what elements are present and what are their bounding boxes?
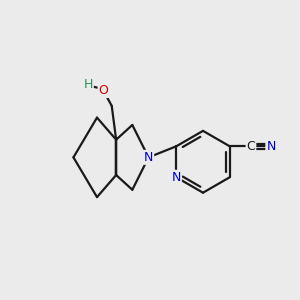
Text: N: N xyxy=(144,151,153,164)
Text: C: C xyxy=(247,140,255,153)
Text: N: N xyxy=(266,140,276,153)
Text: O: O xyxy=(98,84,108,97)
Text: H: H xyxy=(83,77,93,91)
Text: N: N xyxy=(172,171,181,184)
